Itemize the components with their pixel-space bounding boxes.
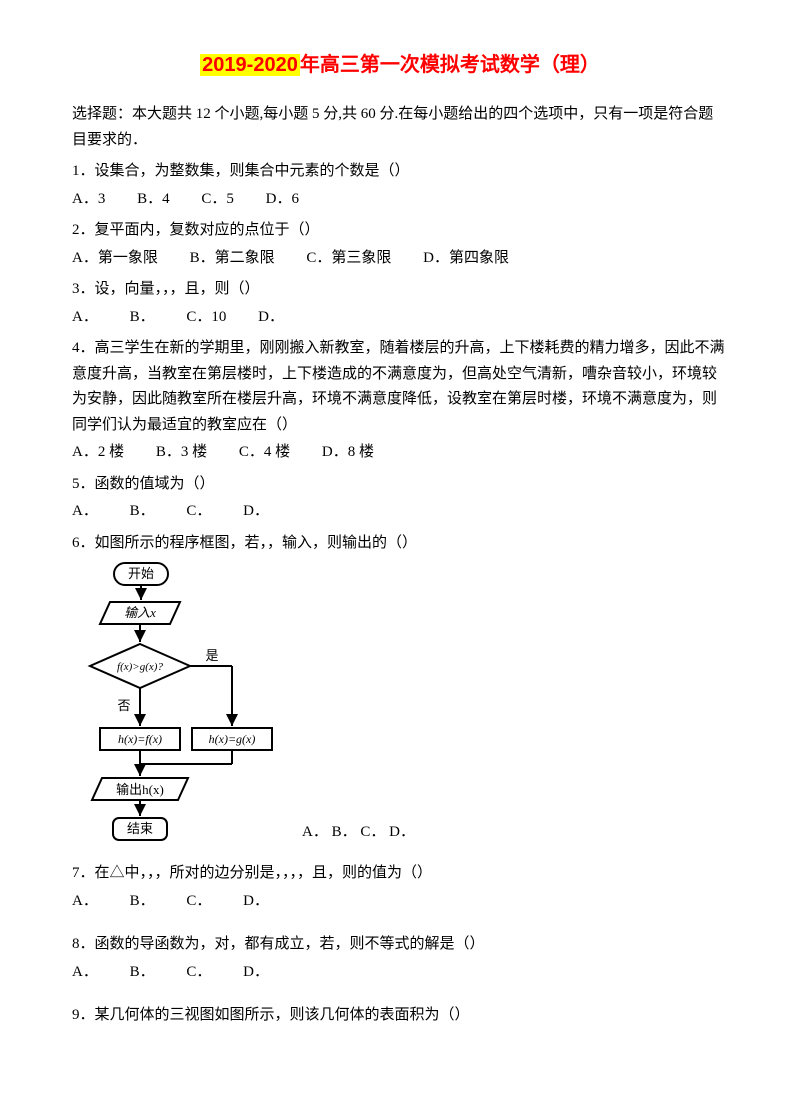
question-7: 7．在△中，，，所对的边分别是，，，，且，则的值为（） [72, 861, 728, 887]
q2-option-a: A．第一象限 [72, 246, 158, 272]
q4-option-b: B．3 楼 [156, 440, 207, 466]
q1-option-a: A．3 [72, 187, 105, 213]
fc-no: 否 [117, 698, 130, 713]
section-intro: 选择题：本大题共 12 个小题,每小题 5 分,共 60 分.在每小题给出的四个… [72, 102, 728, 153]
q8-option-c: C． [186, 960, 211, 986]
title-year-range: 2019-2020 [200, 54, 300, 76]
q3-option-d: D． [258, 305, 284, 331]
question-8: 8．函数的导函数为，对，都有成立，若，则不等式的解是（） [72, 932, 728, 958]
q1-option-d: D．6 [266, 187, 299, 213]
question-5: 5．函数的值域为（） [72, 472, 728, 498]
q6-option-a: A． [302, 824, 328, 840]
q3-option-a: A． [72, 305, 98, 331]
q6-option-d: D． [389, 824, 415, 840]
question-4: 4．高三学生在新的学期里，刚刚搬入新教室，随着楼层的升高，上下楼耗费的精力增多，… [72, 336, 728, 438]
q5-option-d: D． [243, 499, 269, 525]
fc-input: 输入x [124, 605, 156, 620]
q5-option-b: B． [130, 499, 155, 525]
title-rest: 年高三第一次模拟考试数学（理） [300, 54, 600, 76]
page-title: 2019-2020年高三第一次模拟考试数学（理） [72, 48, 728, 82]
q1-option-c: C．5 [201, 187, 234, 213]
question-6-options: A． B． C． D． [282, 820, 415, 854]
fc-left-assign: h(x)=f(x) [118, 732, 162, 746]
question-2: 2．复平面内，复数对应的点位于（） [72, 218, 728, 244]
q4-option-d: D．8 楼 [322, 440, 374, 466]
q6-option-b: B． [332, 824, 357, 840]
fc-yes: 是 [205, 648, 218, 663]
q7-option-b: B． [130, 889, 155, 915]
q6-option-c: C． [360, 824, 385, 840]
q2-option-c: C．第三象限 [306, 246, 391, 272]
question-1-options: A．3 B．4 C．5 D．6 [72, 187, 728, 213]
fc-cond: f(x)>g(x)? [117, 661, 163, 673]
question-4-options: A．2 楼 B．3 楼 C．4 楼 D．8 楼 [72, 440, 728, 466]
fc-end: 结束 [127, 821, 153, 836]
q4-option-a: A．2 楼 [72, 440, 124, 466]
q2-option-d: D．第四象限 [423, 246, 509, 272]
q2-option-b: B．第二象限 [190, 246, 275, 272]
q1-option-b: B．4 [137, 187, 170, 213]
question-8-options: A． B． C． D． [72, 960, 728, 986]
q8-option-b: B． [130, 960, 155, 986]
question-1: 1．设集合，为整数集，则集合中元素的个数是（） [72, 159, 728, 185]
q5-option-c: C． [186, 499, 211, 525]
q7-option-d: D． [243, 889, 269, 915]
q3-option-b: B． [130, 305, 155, 331]
q7-option-a: A． [72, 889, 98, 915]
fc-start: 开始 [128, 566, 154, 581]
fc-output: 输出h(x) [116, 782, 164, 797]
question-7-options: A． B． C． D． [72, 889, 728, 915]
fc-right-assign: h(x)=g(x) [209, 732, 256, 746]
q7-option-c: C． [186, 889, 211, 915]
question-9: 9．某几何体的三视图如图所示，则该几何体的表面积为（） [72, 1003, 728, 1029]
q3-option-c: C．10 [186, 305, 226, 331]
flowchart-diagram: 开始 输入x f(x)>g(x)? 是 否 h(x)=f(x) h(x)=g(x… [72, 558, 282, 853]
flowchart-row: 开始 输入x f(x)>g(x)? 是 否 h(x)=f(x) h(x)=g(x… [72, 558, 728, 853]
q8-option-a: A． [72, 960, 98, 986]
question-6: 6．如图所示的程序框图，若，，输入，则输出的（） [72, 531, 728, 557]
question-3-options: A． B． C．10 D． [72, 305, 728, 331]
q5-option-a: A． [72, 499, 98, 525]
question-3: 3．设，向量，，，且，则（） [72, 277, 728, 303]
q8-option-d: D． [243, 960, 269, 986]
question-5-options: A． B． C． D． [72, 499, 728, 525]
question-2-options: A．第一象限 B．第二象限 C．第三象限 D．第四象限 [72, 246, 728, 272]
q4-option-c: C．4 楼 [239, 440, 290, 466]
